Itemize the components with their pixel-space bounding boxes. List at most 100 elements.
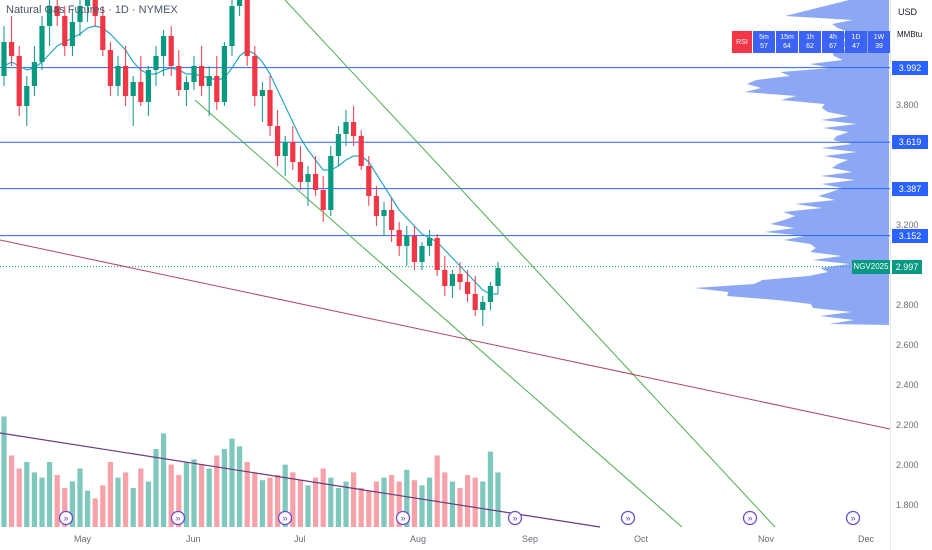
candle [39, 26, 45, 62]
svg-text:»: » [747, 513, 752, 523]
svg-text:»: » [63, 513, 68, 523]
month-label: Sep [522, 534, 539, 544]
candle [457, 274, 463, 282]
candle [434, 238, 440, 270]
volume-bar [123, 472, 129, 527]
volume-bar [199, 464, 205, 527]
month-label: Nov [758, 534, 775, 544]
event-marker-icon[interactable]: » [277, 510, 293, 526]
rsi-tf: 5m [759, 34, 769, 41]
volume-bar [54, 475, 60, 527]
volume-profile [694, 0, 889, 325]
candle [487, 286, 493, 302]
volume-bar [138, 468, 144, 527]
currency-label[interactable]: USD [898, 7, 918, 17]
volume-bar [252, 472, 258, 527]
rsi-value: 67 [829, 43, 837, 50]
event-marker-icon[interactable]: » [620, 510, 636, 526]
event-marker-icon[interactable]: » [58, 510, 74, 526]
candle [31, 62, 37, 86]
candle [24, 86, 30, 106]
candle [366, 166, 372, 196]
volume-bar [100, 485, 106, 527]
event-marker-icon[interactable]: » [845, 510, 861, 526]
volume-bar [107, 462, 113, 527]
candle [328, 156, 334, 210]
candle [495, 268, 501, 286]
candle [107, 50, 113, 86]
volume-bar [305, 485, 311, 527]
month-label: Jun [186, 534, 201, 544]
rsi-tf: 1D [851, 34, 861, 41]
candle [411, 236, 417, 262]
svg-text:»: » [400, 513, 405, 523]
rsi-value: 62 [806, 43, 814, 50]
candle [351, 122, 357, 136]
volume-bar [275, 475, 281, 527]
unit-label[interactable]: MMBtu [897, 30, 923, 39]
last-price-badge: 2.997 [892, 260, 922, 274]
volume-bar [389, 475, 395, 527]
candle [275, 126, 281, 156]
candle [244, 0, 250, 56]
candle [115, 66, 121, 86]
svg-text:»: » [512, 513, 517, 523]
candle [290, 142, 296, 162]
candle [404, 236, 410, 246]
candle [480, 302, 486, 310]
event-marker-icon[interactable]: » [742, 510, 758, 526]
rsi-value: 47 [852, 43, 860, 50]
candle [54, 6, 60, 16]
volume-bar [434, 455, 440, 527]
volume-bar [85, 490, 91, 527]
candle [92, 0, 98, 16]
volume-bar [320, 468, 326, 527]
price-tick-label: 1.800 [896, 500, 919, 510]
candle [320, 190, 326, 210]
rsi-tf: 1h [806, 34, 814, 41]
rsi-value: 64 [783, 43, 791, 50]
volume-bar [442, 472, 448, 527]
candle [85, 0, 91, 6]
volume-bar [313, 477, 319, 527]
volume-bar [373, 481, 379, 527]
candle [449, 274, 455, 286]
candle [389, 210, 395, 230]
long-support-line [0, 239, 891, 430]
volume-bar [396, 481, 402, 527]
candle [267, 90, 273, 126]
level-price-badge: 3.992 [892, 60, 928, 75]
candle [282, 142, 288, 156]
upper-trendline [284, 0, 776, 528]
volume-bar [487, 451, 493, 527]
rsi-cell-1d: 1D 47 [845, 31, 867, 53]
volume-bar [290, 472, 296, 527]
volume-bar [237, 446, 243, 527]
volume-bar [62, 488, 68, 527]
candle [358, 136, 364, 166]
event-marker-icon[interactable]: » [170, 510, 186, 526]
level-price-badge: 3.152 [892, 228, 928, 243]
candle [9, 42, 15, 56]
price-axis[interactable] [890, 0, 932, 550]
event-marker-icon[interactable]: » [395, 510, 411, 526]
candle [427, 238, 433, 246]
candle [183, 82, 189, 90]
candle [100, 16, 106, 50]
volume-bar [472, 477, 478, 527]
event-marker-icon[interactable]: » [507, 510, 523, 526]
volume-bar [168, 464, 174, 527]
volume-bar [411, 480, 417, 527]
rsi-tf: 4h [829, 34, 837, 41]
candle [442, 270, 448, 286]
candle [381, 210, 387, 216]
candle [214, 76, 220, 102]
volume-bar [153, 449, 159, 527]
candle [396, 230, 402, 246]
candle [472, 294, 478, 310]
candle [191, 66, 197, 82]
candle [47, 6, 53, 26]
volume-bar [259, 480, 265, 527]
volume-bar [297, 480, 303, 527]
